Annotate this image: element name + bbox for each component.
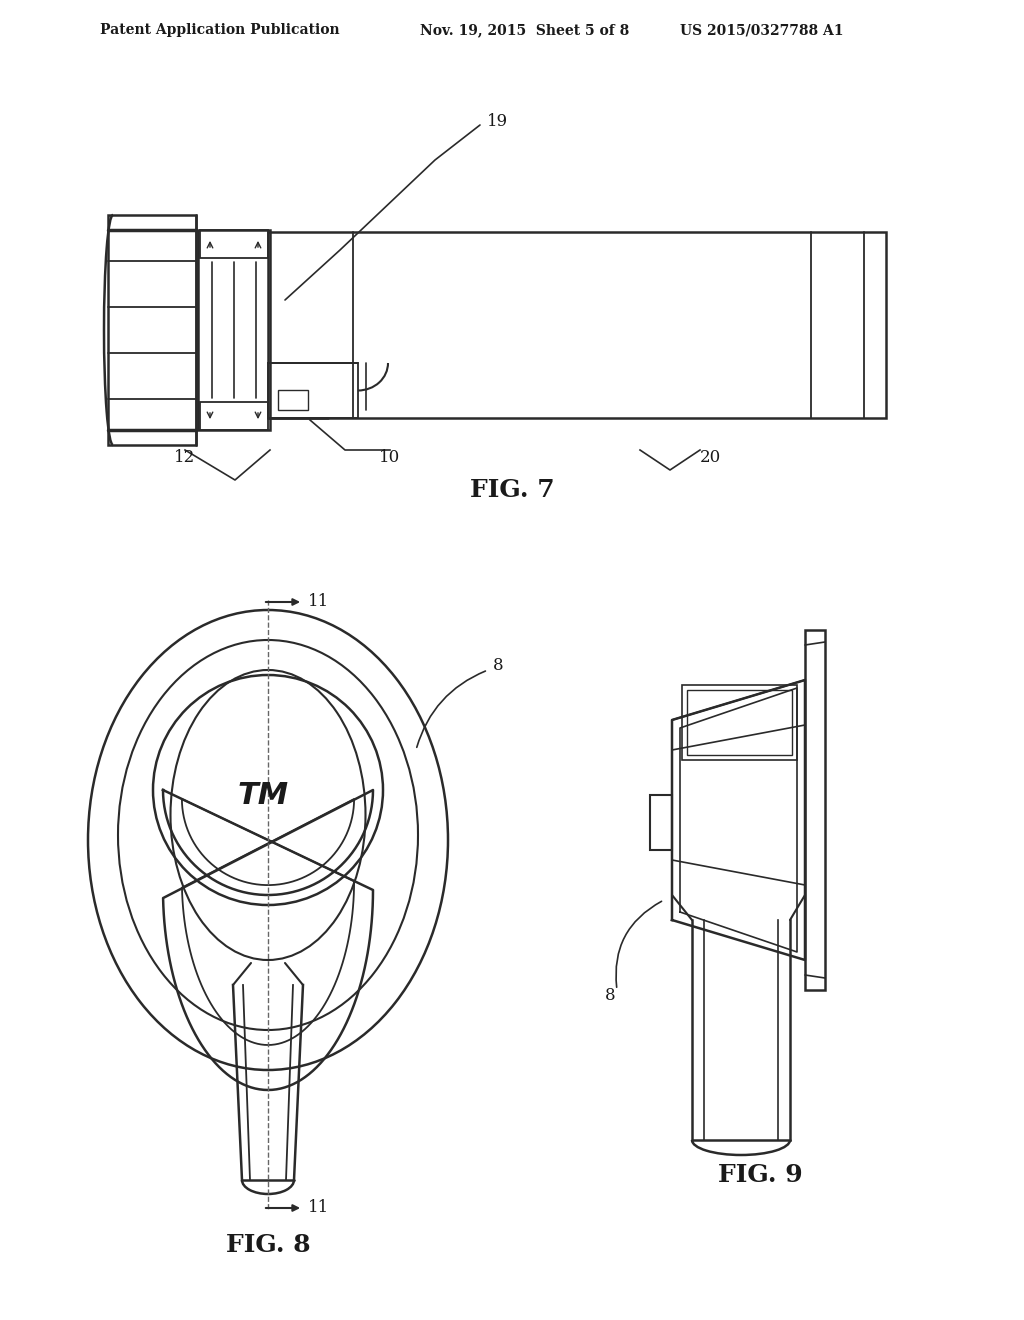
Text: 12: 12 [174,450,196,466]
Bar [200,230,268,257]
Text: 19: 19 [487,114,508,131]
Bar [200,403,268,430]
Text: 11: 11 [308,1200,330,1217]
Text: FIG. 8: FIG. 8 [225,1233,310,1257]
Bar [108,215,196,445]
Bar [268,363,358,418]
Text: US 2015/0327788 A1: US 2015/0327788 A1 [680,22,844,37]
Text: 11: 11 [308,594,330,610]
Bar [650,795,672,850]
Text: FIG. 7: FIG. 7 [470,478,554,502]
Text: 8: 8 [493,656,504,673]
Text: Nov. 19, 2015  Sheet 5 of 8: Nov. 19, 2015 Sheet 5 of 8 [420,22,630,37]
Text: 20: 20 [700,450,721,466]
Bar [682,685,797,760]
Text: TM: TM [238,780,289,809]
Text: Patent Application Publication: Patent Application Publication [100,22,340,37]
Bar [198,230,270,430]
Bar [805,630,825,990]
Text: FIG. 9: FIG. 9 [718,1163,803,1187]
Text: 8: 8 [605,986,615,1003]
Text: 10: 10 [379,450,400,466]
Bar [687,690,792,755]
Bar [268,232,886,418]
Bar [278,389,308,411]
